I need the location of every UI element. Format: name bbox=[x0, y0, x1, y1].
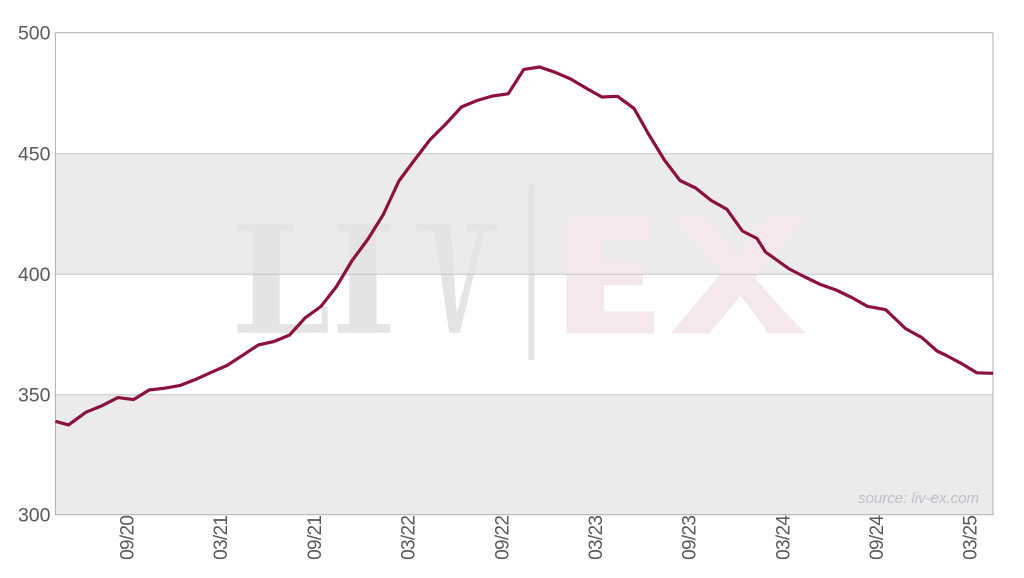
svg-text:350: 350 bbox=[18, 385, 51, 407]
svg-text:09/21: 09/21 bbox=[305, 516, 326, 560]
svg-text:source: liv-ex.com: source: liv-ex.com bbox=[858, 490, 979, 507]
svg-text:300: 300 bbox=[18, 505, 51, 527]
svg-text:400: 400 bbox=[18, 264, 51, 286]
svg-text:09/24: 09/24 bbox=[867, 515, 888, 560]
svg-text:03/22: 03/22 bbox=[399, 516, 420, 560]
svg-text:03/21: 03/21 bbox=[211, 516, 232, 560]
svg-text:09/20: 09/20 bbox=[118, 516, 139, 560]
svg-text:03/25: 03/25 bbox=[961, 516, 982, 560]
svg-text:03/24: 03/24 bbox=[773, 515, 794, 560]
svg-text:500: 500 bbox=[18, 23, 51, 45]
svg-text:03/23: 03/23 bbox=[586, 516, 607, 560]
svg-text:09/22: 09/22 bbox=[492, 516, 513, 560]
svg-text:450: 450 bbox=[18, 144, 51, 166]
svg-text:09/23: 09/23 bbox=[680, 516, 701, 560]
